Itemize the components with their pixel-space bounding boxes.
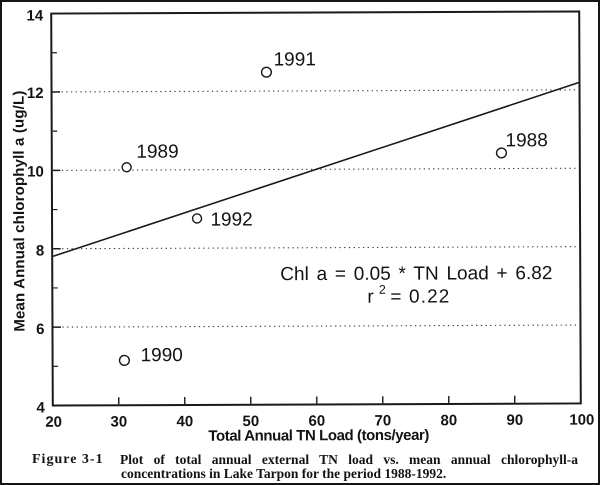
svg-text:Total Annual TN Load (tons/yea: Total Annual TN Load (tons/year) [208, 427, 429, 445]
svg-text:50: 50 [242, 413, 259, 430]
svg-text:100: 100 [569, 412, 594, 429]
svg-text:1990: 1990 [141, 345, 183, 366]
svg-text:60: 60 [308, 413, 325, 430]
svg-text:40: 40 [176, 413, 193, 430]
svg-text:90: 90 [506, 412, 523, 429]
svg-text:1989: 1989 [136, 142, 178, 163]
svg-text:70: 70 [374, 412, 391, 429]
svg-text:10: 10 [27, 163, 44, 180]
svg-text:14: 14 [27, 7, 44, 24]
svg-text:8: 8 [36, 242, 44, 259]
svg-text:20: 20 [45, 414, 62, 431]
svg-text:12: 12 [27, 85, 44, 102]
svg-text:1992: 1992 [210, 209, 252, 230]
svg-text:Chl a = 0.05 * TN Load + 6.82: Chl a = 0.05 * TN Load + 6.82 [280, 263, 552, 285]
svg-text:80: 80 [440, 412, 457, 429]
svg-text:1991: 1991 [274, 49, 316, 70]
svg-text:Mean Annual chlorophyll a (ug/: Mean Annual chlorophyll a (ug/L) [11, 91, 29, 332]
svg-text:30: 30 [110, 413, 127, 430]
svg-text:6: 6 [36, 321, 44, 338]
svg-text:1988: 1988 [505, 130, 547, 151]
svg-text:r: r [367, 287, 374, 308]
svg-text:2: 2 [379, 283, 386, 297]
svg-text:4: 4 [36, 399, 45, 416]
svg-text:= 0.22: = 0.22 [390, 286, 449, 307]
